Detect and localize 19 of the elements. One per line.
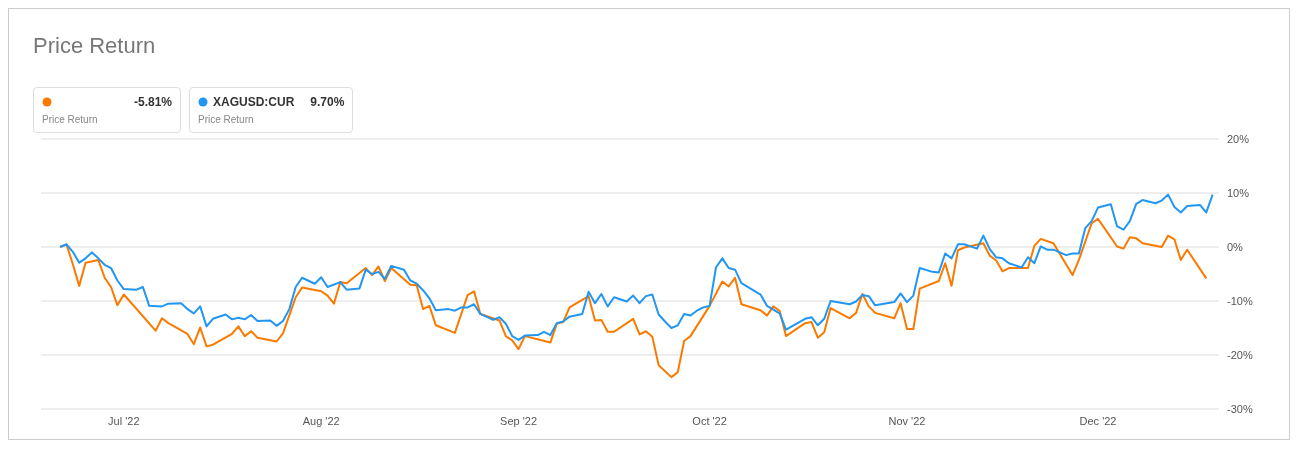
x-tick-label: Jul '22 — [108, 414, 140, 427]
x-tick-label: Dec '22 — [1079, 414, 1117, 427]
x-tick-label: Oct '22 — [692, 414, 727, 427]
y-tick-label: 0% — [1227, 240, 1244, 253]
x-tick-label: Nov '22 — [888, 414, 926, 427]
x-tick-label: Aug '22 — [302, 414, 340, 427]
y-tick-label: -10% — [1227, 294, 1253, 307]
text: Price Return — [42, 114, 99, 125]
y-tick-label: 10% — [1227, 186, 1250, 199]
y-tick-label: 20% — [1227, 132, 1250, 145]
text: 9.70% — [310, 95, 345, 109]
y-tick-label: -20% — [1227, 348, 1253, 361]
chart-title: Price Return — [33, 33, 156, 59]
text: -5.81% — [133, 95, 172, 109]
y-tick-label: -30% — [1227, 402, 1253, 415]
line-series — [59, 193, 1214, 341]
x-tick-label: Sep '22 — [500, 414, 538, 427]
legend-label: XAGUSD:CUR — [213, 95, 295, 109]
text: Price Return — [198, 114, 255, 125]
